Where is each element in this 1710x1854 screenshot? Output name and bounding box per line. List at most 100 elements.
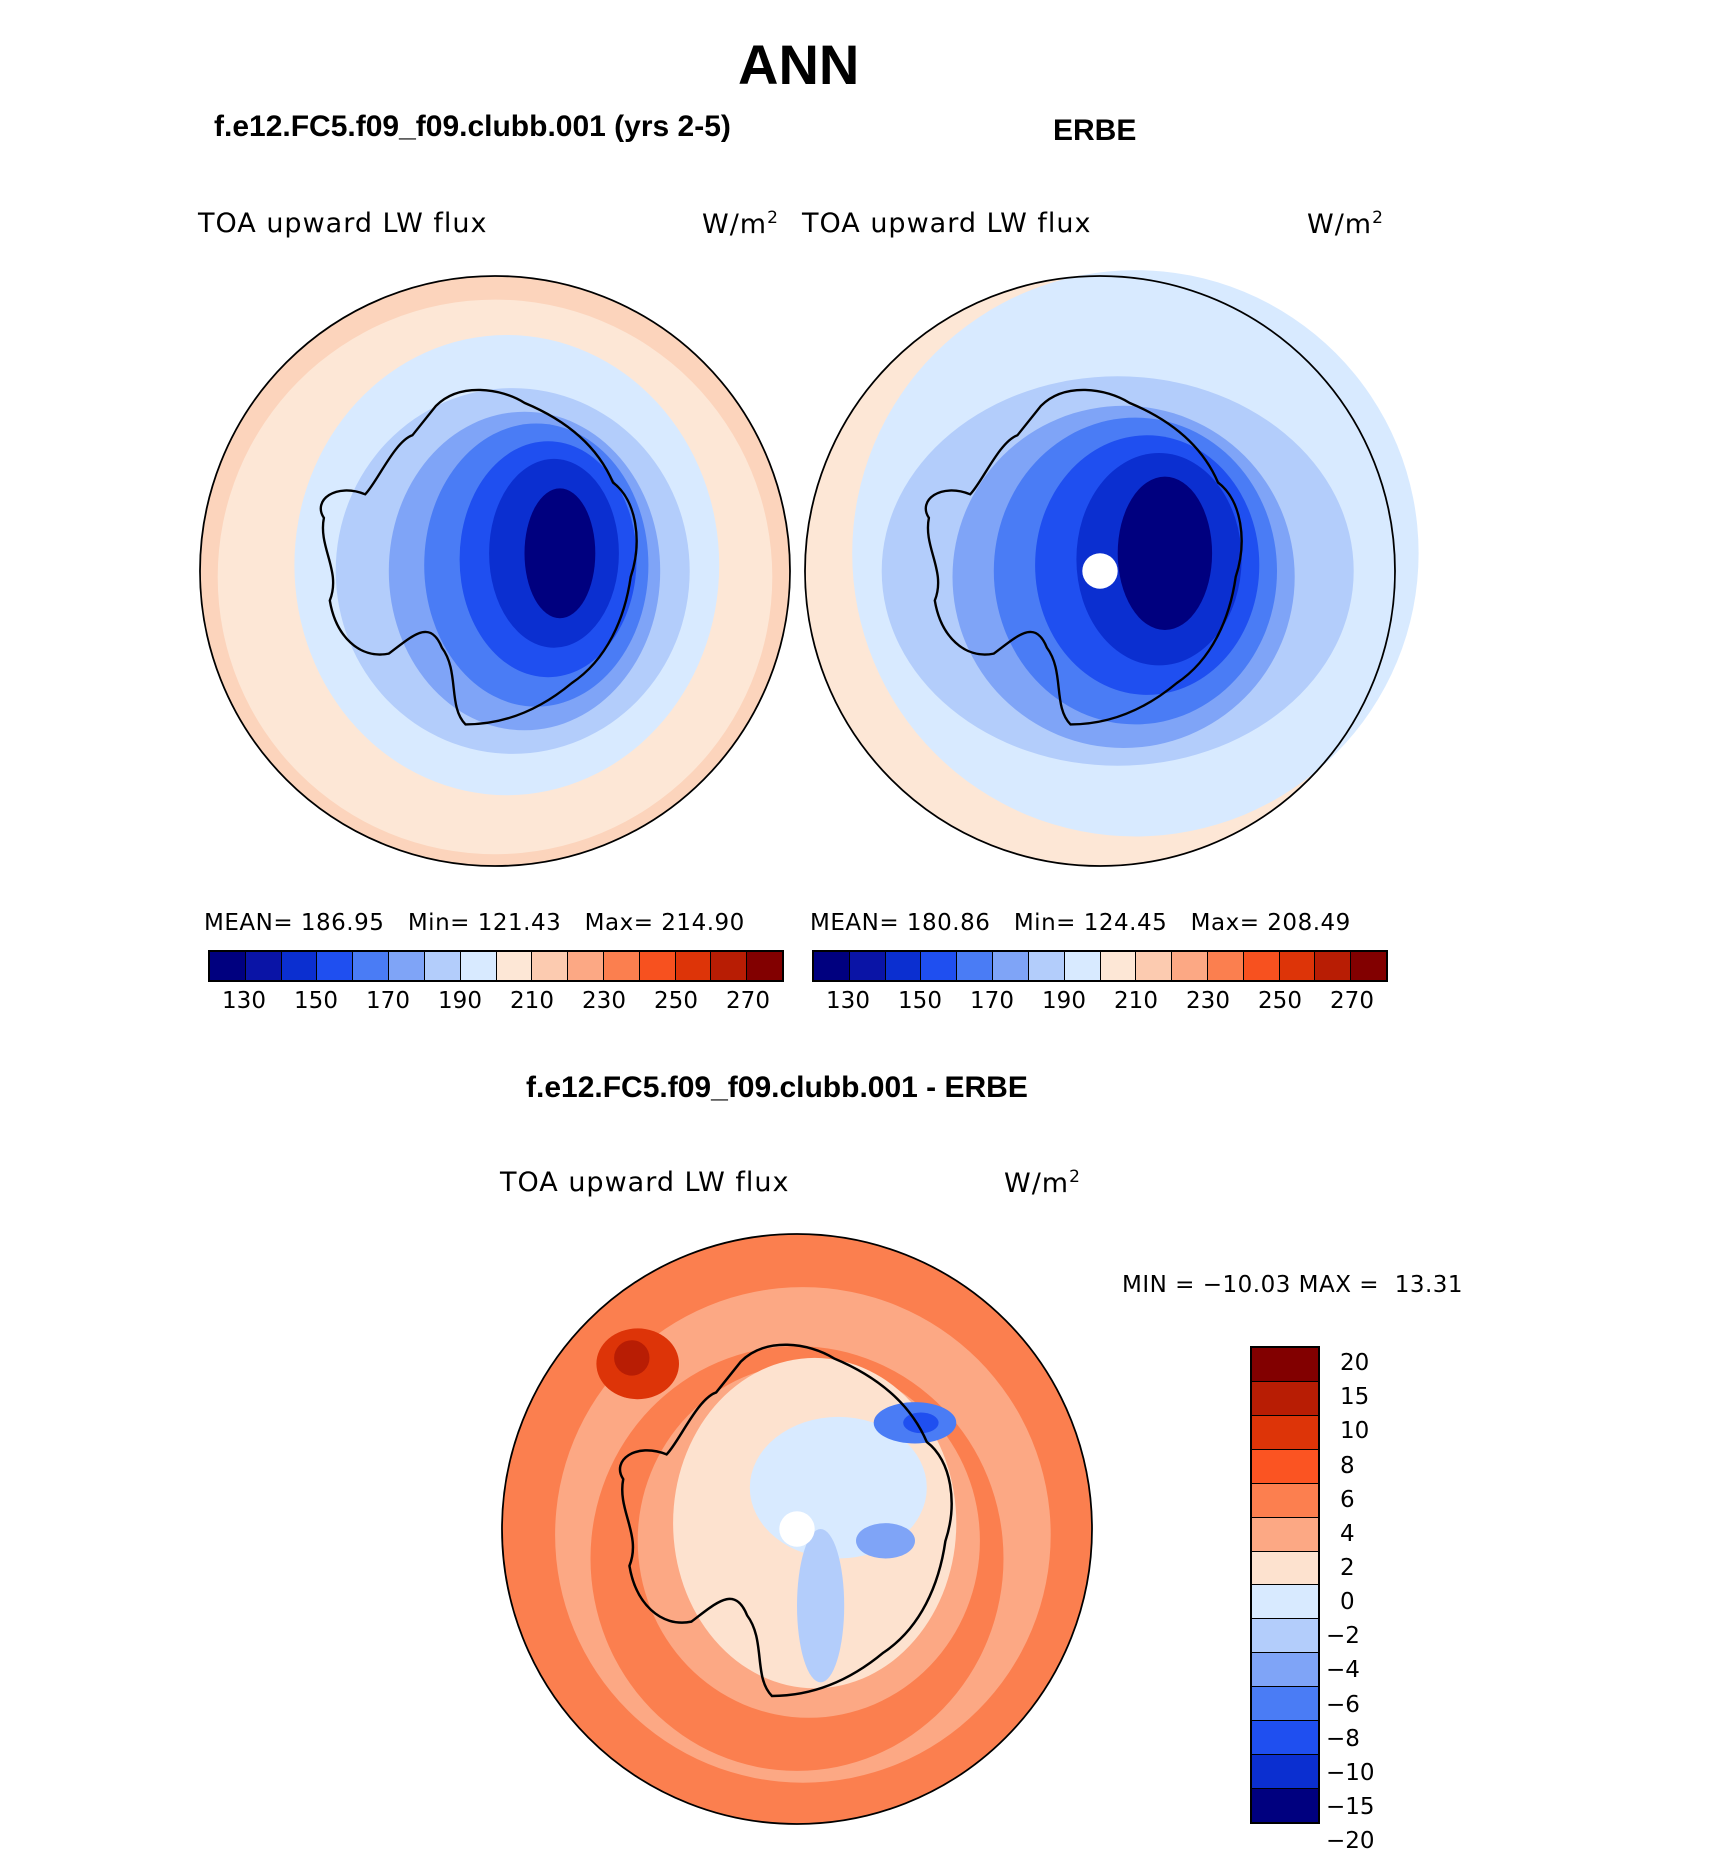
obs-colorbar-box — [1351, 952, 1386, 980]
model-colorbar-tick-label: 230 — [582, 988, 626, 1014]
diff-colorbar-tick-label: −10 — [1326, 1759, 1375, 1786]
obs-panel-title: ERBE — [1053, 114, 1137, 147]
obs-colorbar-tick-label: 250 — [1258, 988, 1302, 1014]
season-title: ANN — [738, 33, 860, 96]
diff-band-9 — [797, 1529, 845, 1683]
diff-map — [502, 1234, 1092, 1824]
diff-colorbar-tick-label: −4 — [1326, 1657, 1360, 1684]
diff-colorbar-box — [1252, 1483, 1318, 1518]
model-colorbar-tick-label: 270 — [726, 988, 770, 1014]
model-colorbar-box — [389, 952, 425, 980]
model-band-9 — [524, 488, 596, 619]
obs-colorbar-box — [993, 952, 1029, 980]
diff-units-label: W/m2 — [1004, 1167, 1081, 1199]
diff-pole-missing — [779, 1511, 815, 1547]
diff-colorbar-tick-label: −6 — [1326, 1691, 1360, 1718]
diff-colorbar-tick-label: 4 — [1340, 1520, 1355, 1547]
model-colorbar-box — [639, 952, 676, 980]
obs-colorbar-box — [957, 952, 994, 980]
obs-band-8 — [1117, 476, 1213, 630]
obs-colorbar-box — [1064, 952, 1101, 980]
model-panel-title: f.e12.FC5.f09_f09.clubb.001 (yrs 2-5) — [214, 110, 731, 143]
model-colorbar-box — [568, 952, 604, 980]
model-colorbar-box — [460, 952, 497, 980]
diff-colorbar-tick-label: −20 — [1326, 1828, 1375, 1854]
diff-colorbar-tick-label: 15 — [1340, 1384, 1370, 1411]
diff-colorbar-box — [1252, 1721, 1318, 1756]
obs-colorbar-tick-label: 130 — [826, 988, 870, 1014]
model-units-label: W/m2 — [702, 208, 779, 240]
model-colorbar-box — [747, 952, 782, 980]
model-colorbar — [208, 950, 784, 982]
diff-variable-label: TOA upward LW flux — [500, 1167, 790, 1198]
diff-colorbar-box — [1252, 1755, 1318, 1789]
obs-map-border — [804, 275, 1396, 867]
diff-colorbar-tick-label: 2 — [1340, 1554, 1355, 1581]
model-stats: MEAN= 186.95 Min= 121.43 Max= 214.90 — [204, 910, 745, 936]
obs-pole-missing — [1082, 553, 1118, 589]
diff-colorbar-box — [1252, 1449, 1318, 1484]
obs-colorbar-tick-label: 170 — [970, 988, 1014, 1014]
diff-colorbar-ticks: 20 15 10 8 6 4 2 0 −2 −4 −6 −8 −10 −15 −20 — [1326, 1346, 1416, 1854]
obs-colorbar-tick-label: 230 — [1186, 988, 1230, 1014]
obs-colorbar-tick-label: 270 — [1330, 988, 1374, 1014]
diff-colorbar — [1250, 1346, 1320, 1824]
model-colorbar-tick-label: 170 — [366, 988, 410, 1014]
diff-colorbar-box — [1252, 1619, 1318, 1654]
diff-colorbar-tick-label: 8 — [1340, 1452, 1355, 1479]
diff-band-12 — [856, 1523, 915, 1559]
obs-colorbar-box — [885, 952, 922, 980]
diff-colorbar-tick-label: −8 — [1326, 1725, 1360, 1752]
diff-colorbar-box — [1252, 1788, 1318, 1822]
diff-band-7 — [614, 1340, 650, 1376]
diff-colorbar-box — [1252, 1517, 1318, 1552]
diff-colorbar-tick-label: 20 — [1340, 1350, 1370, 1377]
obs-colorbar-box — [1315, 952, 1352, 980]
obs-colorbar-box — [1028, 952, 1065, 980]
model-colorbar-box — [532, 952, 569, 980]
obs-stats: MEAN= 180.86 Min= 124.45 Max= 208.49 — [810, 910, 1351, 936]
model-colorbar-box — [424, 952, 461, 980]
obs-colorbar-tick-label: 150 — [898, 988, 942, 1014]
model-colorbar-ticks: 130 150 170 190 210 230 250 270 — [208, 988, 784, 1018]
diff-minmax: MIN = −10.03 MAX = 13.31 — [1122, 1272, 1464, 1298]
diff-colorbar-tick-label: 10 — [1340, 1418, 1370, 1445]
model-colorbar-box — [603, 952, 640, 980]
diff-colorbar-box — [1252, 1415, 1318, 1450]
model-colorbar-box — [317, 952, 354, 980]
model-colorbar-box — [245, 952, 282, 980]
obs-colorbar-box — [1136, 952, 1173, 980]
model-variable-label: TOA upward LW flux — [198, 208, 488, 239]
diff-map-border — [501, 1233, 1093, 1825]
obs-colorbar-box — [849, 952, 886, 980]
model-colorbar-box — [210, 952, 246, 980]
obs-colorbar-box — [921, 952, 958, 980]
obs-map — [804, 275, 1419, 867]
obs-colorbar — [812, 950, 1388, 982]
diff-colorbar-box — [1252, 1551, 1318, 1586]
obs-colorbar-box — [814, 952, 850, 980]
model-colorbar-tick-label: 250 — [654, 988, 698, 1014]
obs-colorbar-ticks: 130 150 170 190 210 230 250 270 — [812, 988, 1388, 1018]
diff-colorbar-box — [1252, 1585, 1318, 1620]
obs-colorbar-box — [1172, 952, 1208, 980]
diff-colorbar-tick-label: 6 — [1340, 1486, 1355, 1513]
obs-units-label: W/m2 — [1307, 208, 1384, 240]
diff-colorbar-tick-label: −15 — [1326, 1793, 1375, 1820]
model-colorbar-tick-label: 150 — [294, 988, 338, 1014]
model-colorbar-box — [353, 952, 390, 980]
model-colorbar-box — [496, 952, 533, 980]
obs-colorbar-tick-label: 210 — [1114, 988, 1158, 1014]
diff-colorbar-box — [1252, 1687, 1318, 1722]
obs-colorbar-tick-label: 190 — [1042, 988, 1086, 1014]
model-map-border — [199, 275, 791, 867]
obs-colorbar-box — [1243, 952, 1280, 980]
diff-colorbar-box — [1252, 1381, 1318, 1416]
diff-colorbar-tick-label: 0 — [1340, 1589, 1355, 1616]
diff-colorbar-tick-label: −2 — [1326, 1623, 1360, 1650]
diff-panel-title: f.e12.FC5.f09_f09.clubb.001 - ERBE — [526, 1071, 1028, 1104]
diff-colorbar-box — [1252, 1348, 1318, 1382]
diff-colorbar-box — [1252, 1653, 1318, 1688]
model-colorbar-tick-label: 130 — [222, 988, 266, 1014]
model-colorbar-tick-label: 190 — [438, 988, 482, 1014]
